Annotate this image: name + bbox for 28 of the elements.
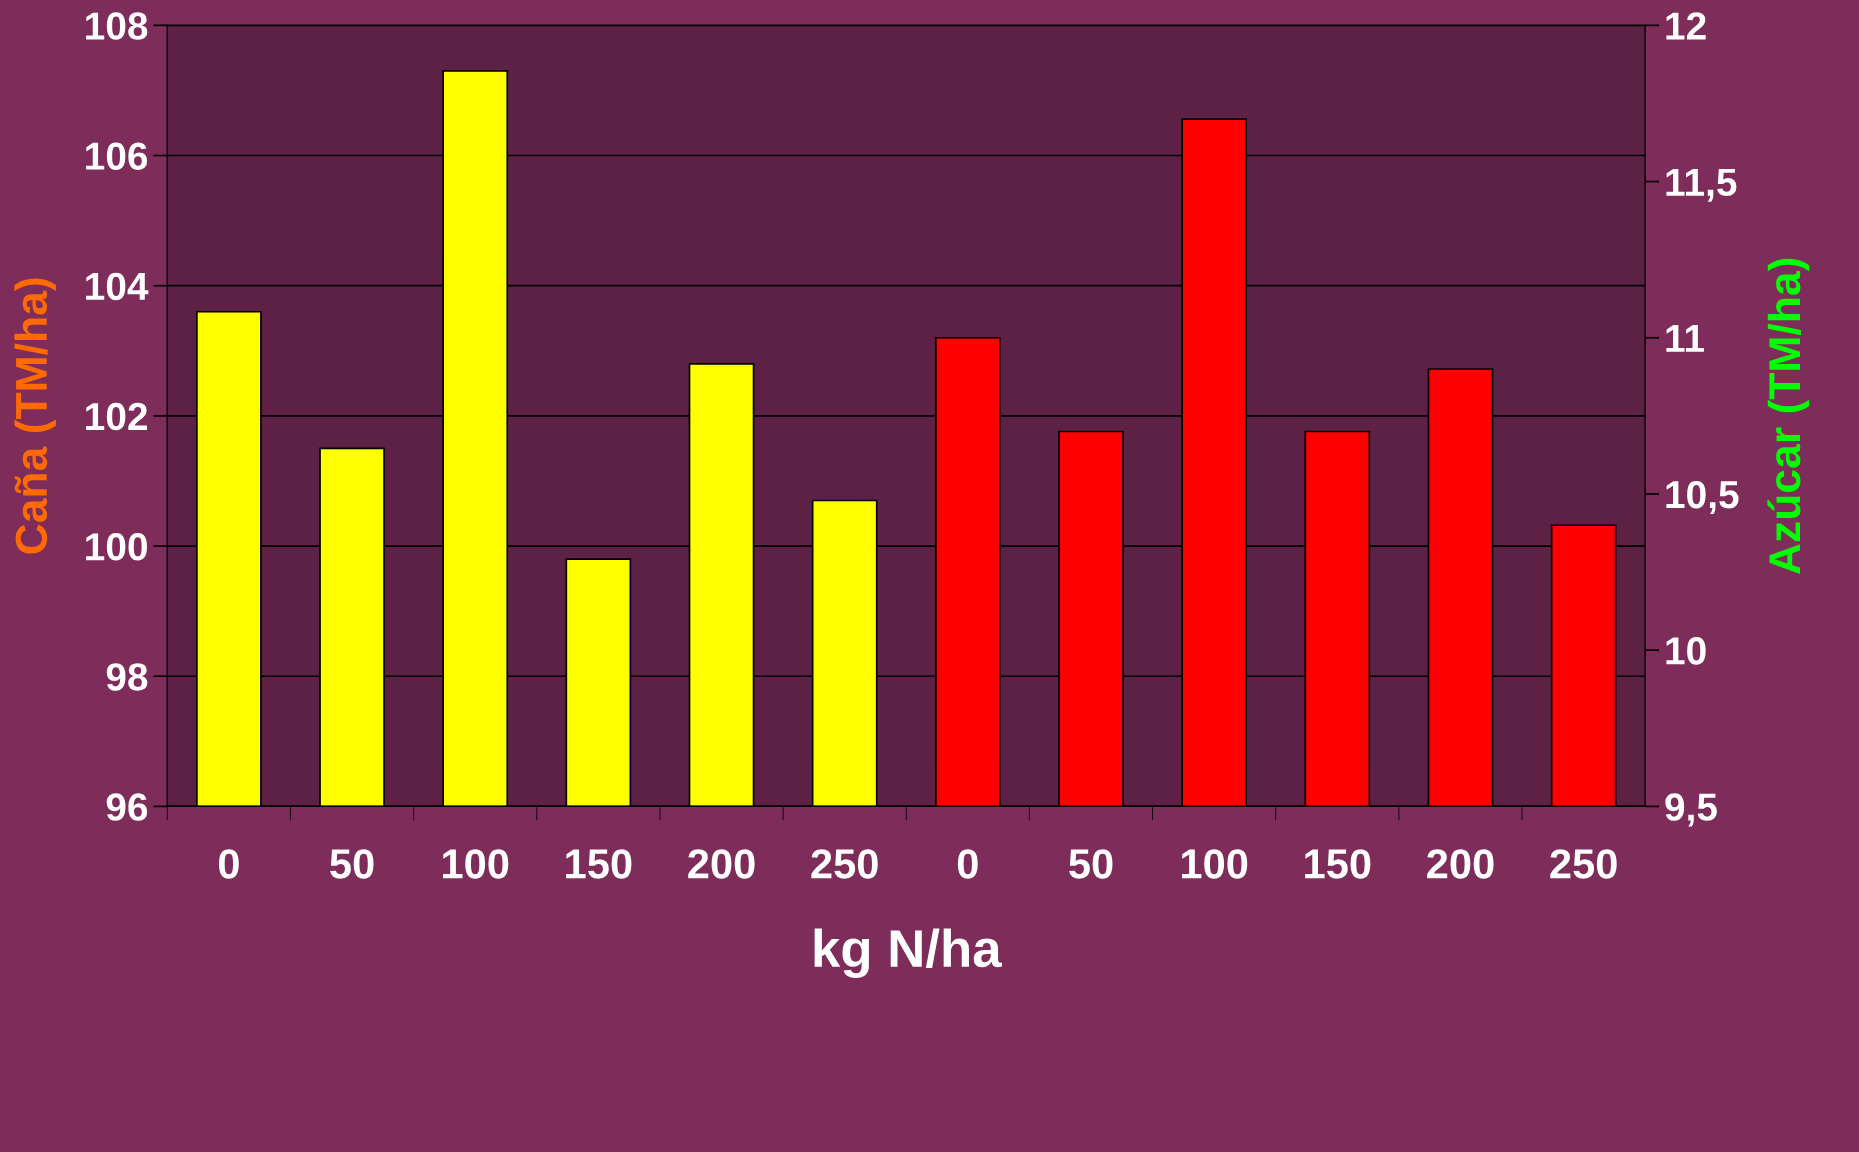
y2-axis-title: Azúcar (TM/ha) bbox=[1767, 258, 1810, 575]
y-tick-label: 104 bbox=[86, 272, 149, 301]
y2-tick-label: 10,5 bbox=[1666, 480, 1739, 515]
y-tick-label: 106 bbox=[86, 142, 148, 170]
x-tick-label: 0 bbox=[957, 849, 978, 879]
x-tick-label: 50 bbox=[330, 849, 374, 879]
y-tick-label: 98 bbox=[106, 663, 148, 691]
y2-tick-label: 9,5 bbox=[1665, 793, 1717, 827]
y2-tick-label: 11,5 bbox=[1666, 168, 1737, 202]
x-tick-label: 150 bbox=[566, 849, 632, 879]
x-tick-label: 250 bbox=[811, 849, 878, 879]
x-tick-label: 150 bbox=[1305, 849, 1371, 879]
y2-tick-label: 11 bbox=[1666, 325, 1704, 352]
y-tick-label: 108 bbox=[86, 12, 148, 40]
x-axis-title: kg N/ha bbox=[814, 928, 1002, 978]
x-tick-label: 250 bbox=[1550, 849, 1617, 879]
y2-tick-label: 10 bbox=[1666, 637, 1706, 665]
y-tick-label: 102 bbox=[86, 402, 148, 431]
y-tick-label: 96 bbox=[106, 793, 148, 821]
x-tick-label: 0 bbox=[218, 849, 239, 879]
y2-tick-label: 12 bbox=[1666, 12, 1706, 40]
x-tick-label: 100 bbox=[443, 849, 509, 879]
x-tick-label: 200 bbox=[688, 849, 755, 879]
x-tick-label: 100 bbox=[1182, 849, 1248, 879]
x-tick-label: 50 bbox=[1069, 849, 1113, 879]
y-tick-label: 100 bbox=[86, 532, 147, 561]
y-axis-title: Caña (TM/ha) bbox=[14, 278, 56, 554]
x-tick-label: 200 bbox=[1427, 849, 1494, 879]
